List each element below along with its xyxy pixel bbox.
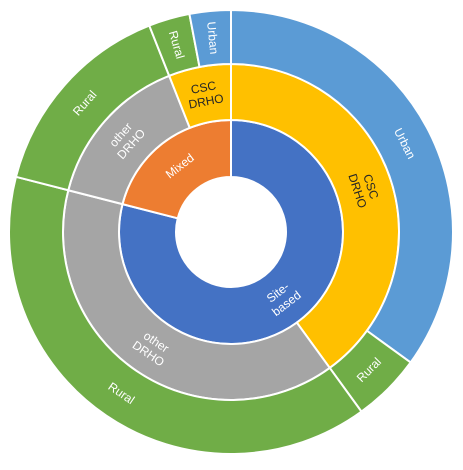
label-line: Urban <box>204 21 221 55</box>
label-line: DRHO <box>187 91 224 111</box>
ring3-segment-site-csc-urban <box>230 8 454 364</box>
label-line: CSC <box>190 78 218 97</box>
segments-layer <box>8 8 454 455</box>
ring3-segment-site-other-rural <box>8 175 363 455</box>
ring3-label-mixed-csc-urban: Urban <box>204 21 221 55</box>
ring2-label-site-csc: CSCDRHO <box>345 168 383 210</box>
ring2-label-mixed-csc: CSCDRHO <box>185 77 225 111</box>
ring3-segment-mixed-csc-urban <box>188 8 232 69</box>
